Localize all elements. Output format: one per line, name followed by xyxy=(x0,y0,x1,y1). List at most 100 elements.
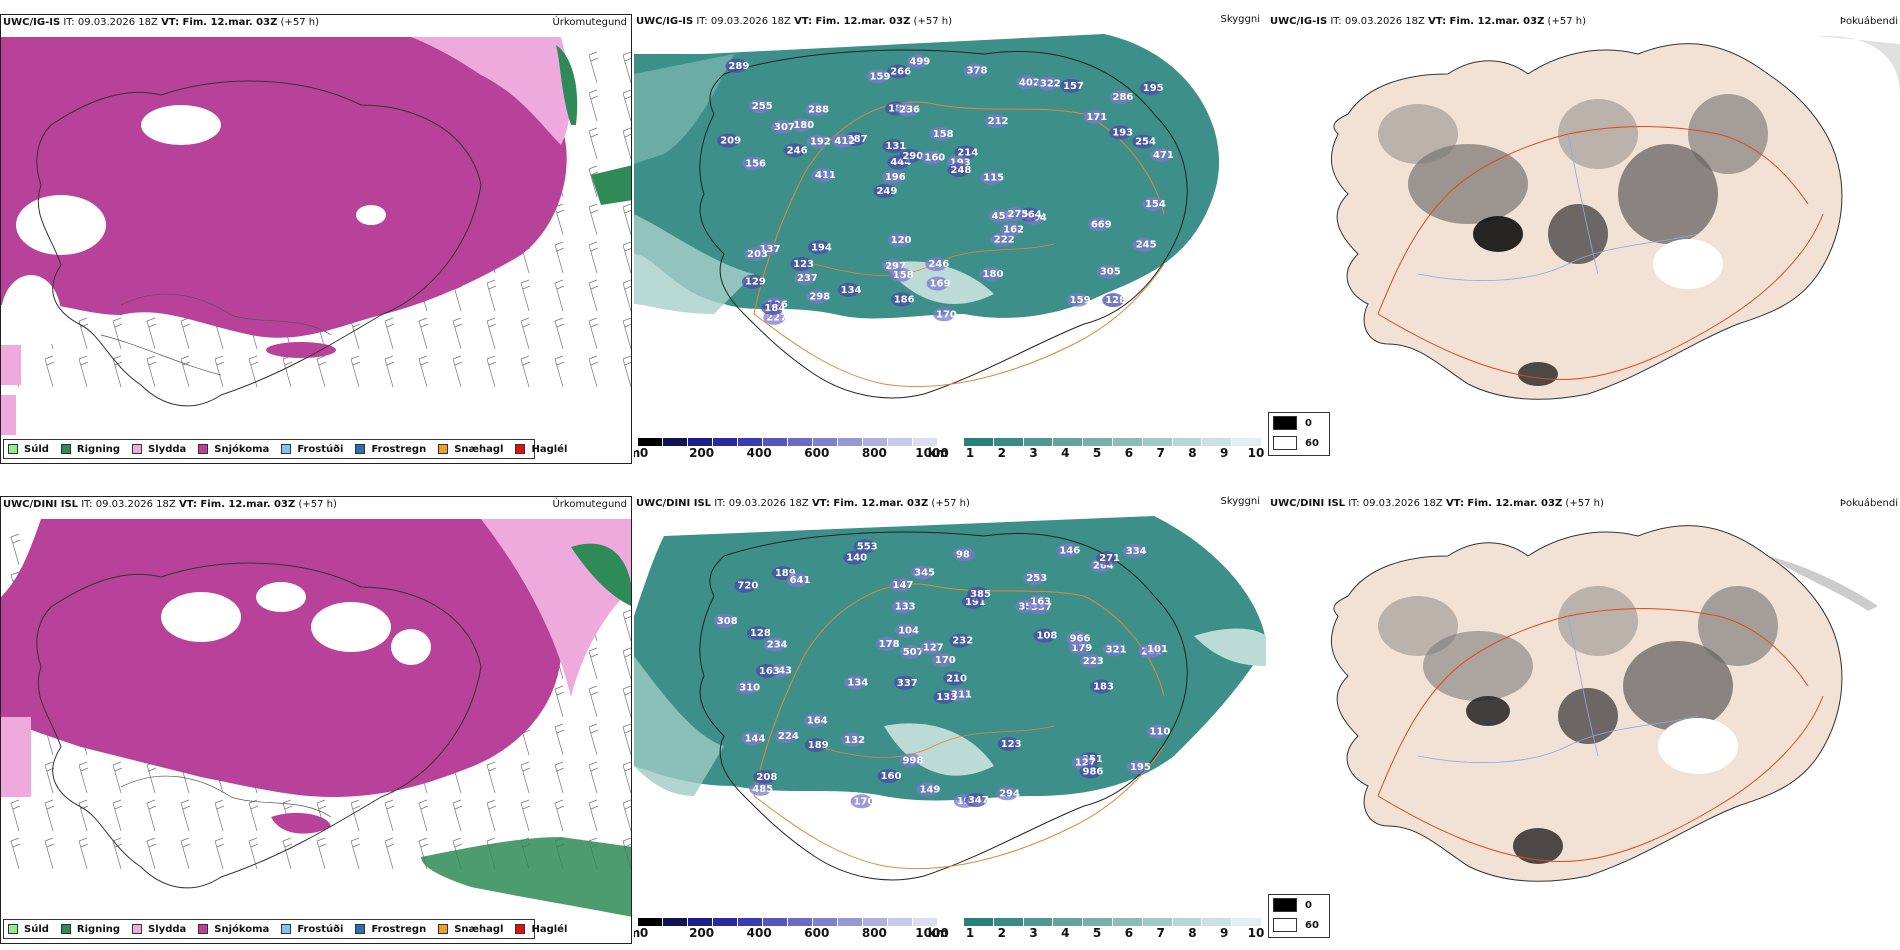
cloud-panel-row1: UWC/IG-IS IT: 09.03.2026 18Z VT: Fim. 12… xyxy=(1268,14,1900,464)
wind-barb xyxy=(555,280,564,311)
colorbar-tick-label: 2 xyxy=(998,926,1006,940)
colorbar-cell xyxy=(964,918,994,926)
wind-barb xyxy=(113,318,122,349)
visibility-value-label: 123 xyxy=(1001,739,1022,750)
visibility-value-label: 147 xyxy=(892,580,913,591)
visibility-panel-row2: UWC/DINI ISL IT: 09.03.2026 18Z VT: Fim.… xyxy=(634,496,1266,944)
visibility-value-label: 208 xyxy=(756,772,777,783)
visibility-value-label: 345 xyxy=(914,568,935,579)
colorbar-cell xyxy=(663,438,688,446)
wind-barb xyxy=(45,838,54,869)
visibility-value-label: 164 xyxy=(807,715,828,726)
visibility-colorbar-m: m0 200 400 600 800 1000 xyxy=(638,438,938,460)
swatch xyxy=(61,444,71,454)
colorbar-cell xyxy=(688,438,713,446)
cloud-map-row1 xyxy=(1268,14,1900,464)
visibility-panel-row1: UWC/IG-IS IT: 09.03.2026 18Z VT: Fim. 12… xyxy=(634,14,1266,464)
visibility-value-label: 294 xyxy=(999,788,1020,799)
colorbar-tick-label: 10 xyxy=(1248,446,1265,460)
visibility-value-label: 266 xyxy=(890,66,911,77)
panel-tag: Þokuábendi xyxy=(1840,498,1898,509)
wind-barb xyxy=(623,686,632,717)
visibility-value-label: 127 xyxy=(923,642,944,653)
legend-item: 60 xyxy=(1269,433,1329,453)
visibility-value-label: 249 xyxy=(876,186,897,197)
wind-barb xyxy=(589,242,598,273)
colorbar-cell xyxy=(994,918,1024,926)
wind-barb xyxy=(555,318,564,349)
wind-barb xyxy=(181,356,190,387)
colorbar-tick-label: 600 xyxy=(804,926,829,940)
wind-barb xyxy=(215,838,224,869)
colorbar-cell xyxy=(688,918,713,926)
colorbar-cell xyxy=(763,438,788,446)
visibility-value-label: 156 xyxy=(745,158,766,169)
wind-barb xyxy=(623,52,632,83)
visibility-value-label: 154 xyxy=(1145,199,1166,210)
visibility-value-label: 158 xyxy=(933,129,954,140)
panel-tag: Þokuábendi xyxy=(1840,16,1898,27)
visibility-value-label: 966 xyxy=(1070,633,1091,644)
visibility-value-label: 471 xyxy=(1153,150,1174,161)
visibility-value-label: 159 xyxy=(1070,295,1091,306)
visibility-value-label: 223 xyxy=(1083,656,1104,667)
wind-barb xyxy=(283,838,292,869)
wind-barb xyxy=(79,318,88,349)
wind-barb xyxy=(79,356,88,387)
visibility-value-label: 203 xyxy=(747,249,768,260)
legend-item: Slydda xyxy=(132,924,186,935)
visibility-value-label: 170 xyxy=(936,309,957,320)
precip-map-row2 xyxy=(1,497,632,944)
panel-tag: Úrkomutegund xyxy=(552,499,627,510)
visibility-value-label: 128 xyxy=(1105,295,1126,306)
wind-barb xyxy=(351,800,360,831)
swatch xyxy=(8,444,18,454)
colorbar-tick-label: 200 xyxy=(689,926,714,940)
wind-barb xyxy=(453,318,462,349)
cloud-legend: 0 60 xyxy=(1268,894,1330,938)
wind-barb xyxy=(623,90,632,121)
colorbar-cell xyxy=(788,438,813,446)
visibility-value-label: 412 xyxy=(834,136,855,147)
colorbar-cell xyxy=(638,438,663,446)
visibility-value-label: 183 xyxy=(1093,682,1114,693)
visibility-value-label: 224 xyxy=(778,731,799,742)
colorbar-tick-label: 8 xyxy=(1188,926,1196,940)
swatch xyxy=(355,924,365,934)
colorbar-cell xyxy=(1083,918,1113,926)
colorbar-cell xyxy=(1024,438,1054,446)
wind-barb xyxy=(623,204,632,235)
colorbar-cell xyxy=(1143,438,1173,446)
cloud-panel-row2: UWC/DINI ISL IT: 09.03.2026 18Z VT: Fim.… xyxy=(1268,496,1900,944)
legend-item: Snæhagl xyxy=(438,924,503,935)
colorbar-cell xyxy=(888,918,913,926)
colorbar-cell xyxy=(1202,918,1232,926)
wind-barb xyxy=(521,356,530,387)
visibility-value-label: 307 xyxy=(774,122,795,133)
panel-title: UWC/DINI ISL IT: 09.03.2026 18Z VT: Fim.… xyxy=(3,499,337,510)
wind-barb xyxy=(623,762,632,793)
wind-barb xyxy=(11,800,20,831)
visibility-value-label: 131 xyxy=(885,141,906,152)
visibility-value-label: 133 xyxy=(936,692,957,703)
visibility-value-label: 146 xyxy=(1059,546,1080,557)
swatch xyxy=(198,924,208,934)
panel-title: UWC/DINI ISL IT: 09.03.2026 18Z VT: Fim.… xyxy=(1270,498,1604,509)
panel-title: UWC/IG-IS IT: 09.03.2026 18Z VT: Fim. 12… xyxy=(3,17,319,28)
visibility-value-label: 553 xyxy=(857,541,878,552)
visibility-value-label: 321 xyxy=(1106,644,1127,655)
visibility-value-label: 144 xyxy=(745,734,766,745)
visibility-value-label: 195 xyxy=(1130,762,1151,773)
wind-barb xyxy=(45,800,54,831)
wind-barb xyxy=(623,356,632,387)
colorbar-cell xyxy=(913,438,938,446)
visibility-value-label: 186 xyxy=(894,294,915,305)
wind-barb xyxy=(555,800,564,831)
visibility-value-label: 149 xyxy=(919,784,940,795)
wind-barb xyxy=(623,280,632,311)
colorbar-cell xyxy=(964,438,994,446)
panel-tag: Skyggni xyxy=(1220,14,1260,25)
wind-barb xyxy=(385,356,394,387)
wind-barb xyxy=(385,318,394,349)
visibility-value-label: 210 xyxy=(946,673,967,684)
